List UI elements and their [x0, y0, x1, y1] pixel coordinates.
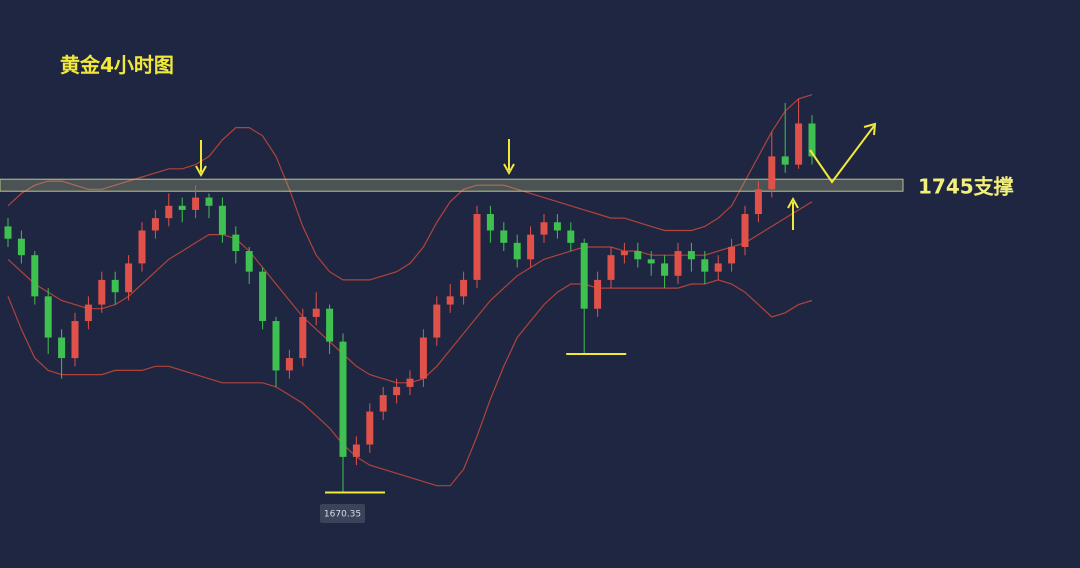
candle-body	[594, 279, 602, 309]
candle-body	[352, 444, 360, 457]
candle-body	[31, 255, 39, 297]
annotations: 黄金4小时图 1745支撑 1670.35	[60, 53, 1014, 523]
candle-body	[84, 304, 92, 322]
support-zone	[0, 178, 904, 192]
candle-body	[205, 197, 213, 206]
forecast-path	[809, 125, 875, 184]
candle-body	[486, 214, 494, 231]
candle-body	[446, 296, 454, 305]
candle-body	[728, 246, 736, 264]
candle-body	[433, 304, 441, 338]
candle-body	[553, 222, 561, 231]
candle-body	[808, 123, 816, 157]
chart-title: 黄金4小时图	[60, 53, 174, 77]
candle-body	[17, 238, 25, 256]
candle-body	[540, 222, 548, 235]
candle-body	[245, 251, 253, 272]
arrow-head	[195, 165, 207, 178]
candle-body	[768, 156, 776, 190]
candle-body	[259, 271, 267, 322]
support-label: 1745支撑	[918, 175, 1014, 199]
candle-body	[151, 218, 159, 231]
arrow-head	[863, 122, 877, 136]
candles	[4, 98, 816, 493]
candle-body	[781, 156, 789, 165]
candle-body	[285, 358, 293, 371]
candle-body	[607, 255, 615, 280]
candle-body	[299, 316, 307, 359]
candle-body	[4, 226, 12, 239]
candle-body	[419, 337, 427, 379]
candle-body	[661, 263, 669, 276]
candle-body	[272, 321, 280, 371]
candle-body	[339, 341, 347, 457]
arrow-head	[503, 163, 515, 176]
candle-body	[580, 242, 588, 309]
candle-body	[125, 263, 133, 293]
candle-body	[326, 308, 334, 342]
candle-body	[218, 205, 226, 235]
candle-body	[165, 205, 173, 219]
candle-body	[741, 214, 749, 247]
candle-body	[406, 378, 414, 387]
candle-body	[192, 197, 200, 210]
candle-body	[513, 242, 521, 260]
low-label-box	[320, 504, 365, 523]
candle-body	[178, 205, 186, 210]
candle-body	[647, 259, 655, 264]
candle-body	[58, 337, 66, 359]
candle-body	[44, 296, 52, 338]
candle-body	[366, 411, 374, 445]
candle-body	[500, 230, 508, 243]
candle-body	[232, 234, 240, 252]
candle-body	[71, 321, 79, 359]
low-label: 1670.35	[324, 510, 361, 520]
candle-body	[98, 279, 106, 305]
candle-body	[567, 230, 575, 243]
candle-body	[714, 263, 722, 272]
arrow-head	[787, 196, 799, 209]
candle-body	[687, 251, 695, 260]
arrows	[195, 122, 877, 230]
candle-body	[460, 279, 468, 297]
candle-body	[620, 251, 628, 256]
candle-body	[701, 259, 709, 272]
candle-body	[379, 395, 387, 412]
candle-body	[527, 234, 535, 260]
candle-body	[473, 214, 481, 280]
candle-body	[393, 386, 401, 396]
candle-body	[111, 279, 119, 293]
support-zone-band	[0, 178, 904, 192]
candle-body	[312, 308, 320, 317]
candle-body	[634, 251, 642, 260]
candle-body	[754, 189, 762, 215]
candle-body	[795, 123, 803, 165]
band-upper	[7, 94, 813, 281]
candle-body	[674, 251, 682, 276]
band-lower	[7, 279, 813, 487]
candle-body	[138, 230, 146, 264]
